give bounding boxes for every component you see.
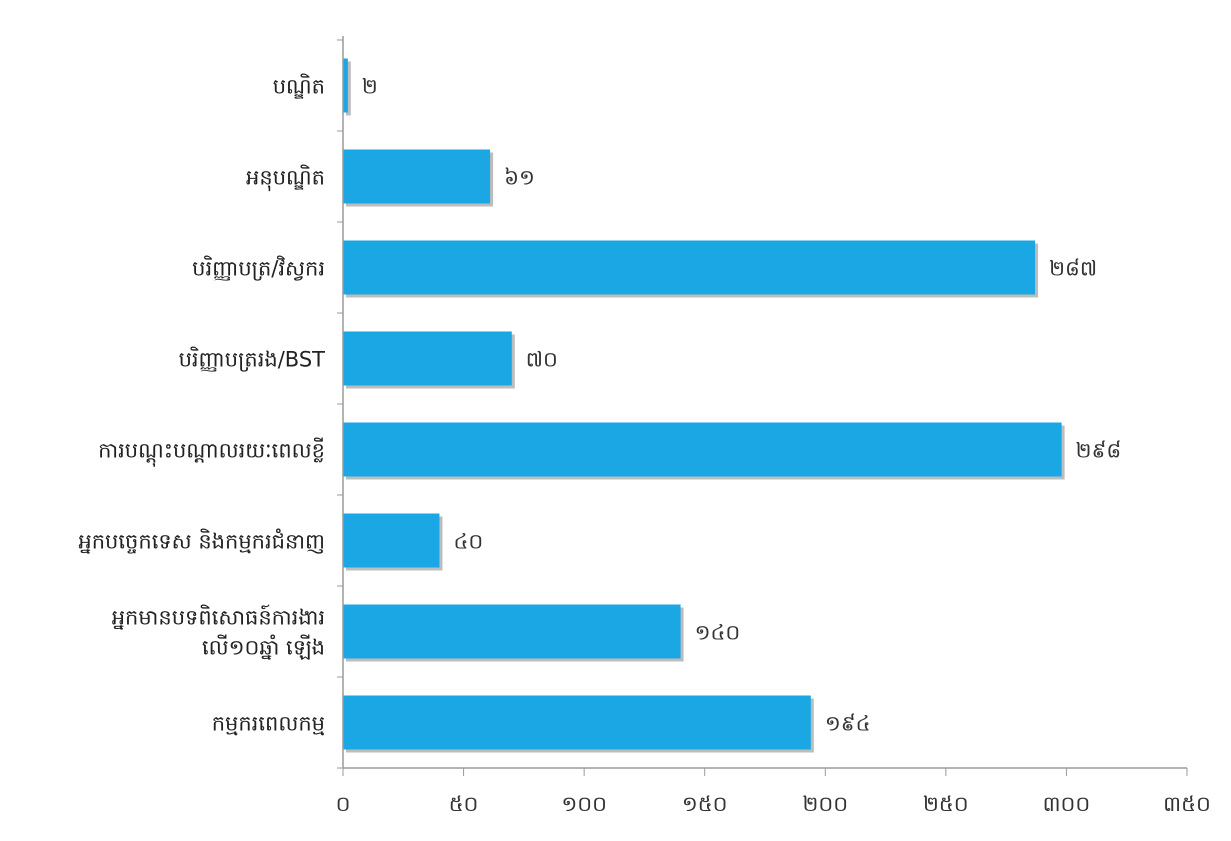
- category-label-line: បរិញ្ញាបត្ររង/BST: [179, 347, 326, 373]
- bar-value-label: ២: [362, 75, 378, 99]
- x-tick-label: ២០០: [802, 792, 848, 816]
- bar-shadow: [346, 61, 351, 116]
- category-label: បរិញ្ញាបត្រ/វិស្វករ: [192, 256, 325, 282]
- bar-value-label: ១៤០: [695, 621, 741, 645]
- bar: [343, 513, 440, 568]
- bar: [343, 240, 1036, 295]
- category-label-line: បណ្ឌិត: [273, 74, 325, 100]
- bar-value-label: ៧០: [526, 348, 558, 372]
- bar-value-label: ២៨៧: [1049, 257, 1097, 281]
- category-labels: បណ្ឌិតអនុបណ្ឌិតបរិញ្ញាបត្រ/វិស្វករបរិញ្ញ…: [78, 74, 325, 736]
- category-label-line: កម្មករពេលកម្ម: [212, 712, 325, 736]
- x-tick-label: ៥០: [449, 792, 479, 816]
- category-label: អនុបណ្ឌិត: [246, 165, 325, 192]
- category-label-line: ការបណ្តុះបណ្តាលរយៈពេលខ្លី: [98, 438, 325, 468]
- axes: [337, 36, 1187, 769]
- category-label-line: បរិញ្ញាបត្រ/វិស្វករ: [192, 256, 325, 282]
- x-tick-label: ០: [336, 792, 351, 816]
- category-label: បរិញ្ញាបត្ររង/BST: [179, 347, 326, 373]
- bar-value-label: ១៩៤: [825, 712, 871, 736]
- category-label: បណ្ឌិត: [273, 74, 325, 100]
- bar-value-label: ៦១: [504, 166, 535, 190]
- bar: [343, 604, 681, 659]
- category-label: អ្នកមានបទពិសោធន៍ការងារលើ១០ឆ្នាំ ឡើង: [112, 605, 325, 661]
- category-label: កម្មករពេលកម្ម: [212, 712, 325, 736]
- category-label: អ្នកបច្ចេកទេស និងកម្មករជំនាញ: [78, 529, 325, 555]
- x-tick-label: ១០០: [561, 792, 607, 816]
- category-label-line: លើ១០ឆ្នាំ ឡើង: [202, 635, 325, 661]
- x-tick-label: ៣៥០: [1163, 792, 1211, 816]
- category-label-line: អនុបណ្ឌិត: [246, 165, 325, 192]
- bar-value-label: ២៩៨: [1076, 439, 1122, 463]
- category-label-line: អ្នកមានបទពិសោធន៍ការងារ: [112, 605, 325, 631]
- bars: [343, 58, 1062, 750]
- bar: [343, 695, 811, 750]
- x-tick-label: ១៥០: [682, 792, 728, 816]
- bar: [343, 422, 1062, 477]
- bar: [343, 149, 491, 204]
- x-ticks: ០ ៥០ ១០០ ១៥០ ២០០ ២៥០ ៣០០ ៣៥០: [336, 768, 1211, 816]
- x-tick-label: ៣០០: [1043, 792, 1091, 816]
- x-tick-label: ២៥០: [923, 792, 969, 816]
- category-label: ការបណ្តុះបណ្តាលរយៈពេលខ្លី: [98, 438, 325, 468]
- bar: [343, 331, 512, 386]
- bar: [343, 58, 348, 113]
- bar-value-label: ៤០: [453, 530, 483, 554]
- category-label-line: អ្នកបច្ចេកទេស និងកម្មករជំនាញ: [78, 529, 325, 555]
